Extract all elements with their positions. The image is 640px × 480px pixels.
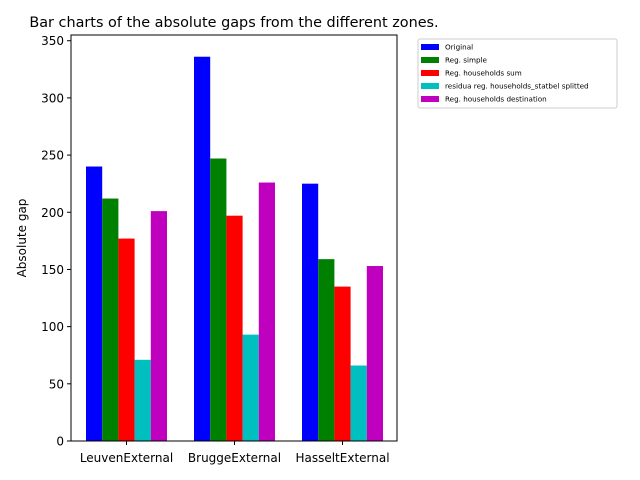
- bar-1-1: [86, 166, 103, 442]
- y-tick-label: 300: [41, 91, 64, 105]
- bar-5-1: [150, 211, 167, 441]
- bar-1-3: [302, 183, 319, 441]
- legend-swatch: [421, 83, 439, 89]
- y-tick-label: 250: [41, 149, 64, 163]
- bar-3-1: [118, 238, 135, 441]
- bar-2-3: [318, 259, 335, 441]
- chart-title: Bar charts of the absolute gaps from the…: [29, 15, 438, 31]
- x-tick-label: BruggeExternal: [188, 451, 281, 465]
- y-tick-label: 0: [56, 435, 64, 449]
- y-tick-label: 100: [41, 320, 64, 334]
- y-tick-label: 200: [41, 206, 64, 220]
- x-tick-label: HasseltExternal: [295, 451, 389, 465]
- y-tick-label: 350: [41, 34, 64, 48]
- y-axis-label: Absolute gap: [15, 199, 29, 278]
- bars-group: [86, 56, 383, 442]
- y-tick-label: 150: [41, 263, 64, 277]
- bar-2-2: [210, 158, 227, 441]
- legend-swatch: [421, 96, 439, 102]
- bar-5-3: [366, 266, 383, 441]
- legend-label: Reg. households sum: [445, 69, 522, 78]
- bar-4-1: [134, 359, 151, 441]
- legend-label: Reg. households destination: [445, 95, 547, 104]
- x-tick-label: LeuvenExternal: [80, 451, 173, 465]
- legend-label: Original: [445, 43, 473, 52]
- legend: Original Reg. simple Reg. households sum re…: [417, 38, 618, 109]
- bar-1-2: [194, 56, 211, 441]
- legend-swatch: [421, 57, 439, 63]
- y-tick-label: 50: [49, 377, 64, 391]
- legend-label: residua reg. households_statbel splitted: [445, 82, 589, 91]
- bar-4-2: [242, 334, 259, 441]
- legend-swatch: [421, 44, 439, 50]
- axes-group: 0 50 100 150 200 250 300 350 LeuvenExternal Brugg…: [41, 34, 398, 465]
- bar-2-1: [102, 198, 119, 441]
- legend-box: [417, 38, 618, 109]
- bar-4-3: [350, 365, 367, 441]
- bar-3-2: [226, 215, 243, 441]
- legend-label: Reg. simple: [445, 56, 488, 65]
- bar-3-3: [334, 286, 351, 441]
- legend-swatch: [421, 70, 439, 76]
- bar-5-2: [258, 182, 275, 441]
